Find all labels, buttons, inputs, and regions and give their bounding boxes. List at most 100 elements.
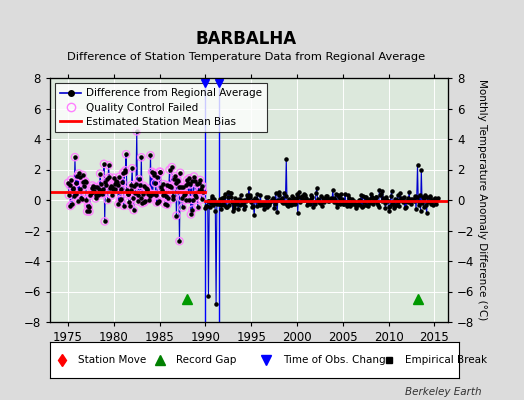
Point <box>223 194 232 200</box>
Point <box>101 179 110 185</box>
Point <box>252 196 260 202</box>
Point <box>151 180 159 186</box>
Point <box>78 196 86 202</box>
Point <box>292 196 300 202</box>
Point <box>217 205 226 212</box>
Point <box>268 195 277 201</box>
Point <box>176 238 184 244</box>
Point <box>199 188 208 195</box>
Point <box>308 194 316 200</box>
Point <box>359 203 367 210</box>
Point <box>196 177 204 183</box>
Point <box>214 200 223 206</box>
Point <box>196 186 205 192</box>
Point <box>156 169 165 175</box>
Point <box>201 204 210 211</box>
Point <box>269 196 278 203</box>
Point <box>140 199 149 206</box>
Point <box>221 191 230 198</box>
Point <box>177 184 185 190</box>
Point <box>129 207 138 213</box>
Point <box>210 196 218 202</box>
Point <box>289 200 297 207</box>
Point <box>247 199 255 205</box>
Point <box>113 179 121 185</box>
Point <box>81 179 90 185</box>
Point <box>94 192 102 198</box>
Point <box>421 192 429 199</box>
Point <box>105 174 114 180</box>
Point <box>219 200 227 207</box>
Point <box>116 197 124 204</box>
Point <box>114 182 122 189</box>
Point <box>363 197 372 204</box>
Point <box>161 201 169 207</box>
Point <box>257 200 265 206</box>
Point <box>68 201 76 207</box>
Point <box>166 166 174 173</box>
Point <box>69 184 77 191</box>
Point <box>174 178 182 184</box>
Point <box>168 164 176 170</box>
Point <box>422 202 430 208</box>
Point <box>375 187 384 194</box>
Point <box>261 201 269 208</box>
Point <box>134 192 143 198</box>
Point <box>215 200 223 207</box>
Point <box>188 206 196 213</box>
Point <box>208 192 216 199</box>
Point <box>115 174 123 180</box>
Point <box>330 198 338 205</box>
Point <box>263 204 271 210</box>
Point <box>75 186 84 192</box>
Point <box>297 194 305 200</box>
Point <box>74 170 83 177</box>
Point <box>323 194 331 201</box>
Point <box>92 192 101 199</box>
Point <box>95 186 104 192</box>
Point <box>384 204 392 210</box>
Point <box>98 191 106 197</box>
Point <box>278 194 286 201</box>
Point <box>293 210 302 217</box>
Point <box>245 194 254 200</box>
Point <box>265 200 273 206</box>
Point <box>253 191 261 198</box>
Point <box>169 192 178 199</box>
Point <box>181 197 190 203</box>
Point <box>94 191 103 197</box>
Point <box>98 191 106 197</box>
Point <box>413 162 422 168</box>
Y-axis label: Monthly Temperature Anomaly Difference (°C): Monthly Temperature Anomaly Difference (… <box>477 79 487 321</box>
Point <box>112 177 121 184</box>
Point <box>203 197 212 204</box>
Point <box>372 193 380 200</box>
Point <box>332 191 340 197</box>
Point <box>370 196 379 202</box>
Point <box>364 203 372 210</box>
Point <box>95 186 104 192</box>
Point <box>116 197 124 204</box>
Point <box>135 176 143 182</box>
Point <box>72 180 81 186</box>
Point <box>190 173 198 180</box>
Point <box>136 195 145 201</box>
Point <box>73 173 81 179</box>
Point <box>353 202 362 208</box>
Point <box>334 192 342 198</box>
Point <box>323 193 332 200</box>
Point <box>303 202 311 208</box>
Point <box>181 190 189 197</box>
Point <box>405 189 413 195</box>
Point <box>297 193 305 199</box>
Point <box>170 176 178 182</box>
Point <box>143 186 151 192</box>
Point <box>139 190 147 197</box>
Point <box>400 204 409 211</box>
Point <box>158 187 166 194</box>
Point <box>382 194 390 201</box>
Point <box>240 197 248 203</box>
Point <box>290 194 298 201</box>
Point <box>237 197 245 203</box>
Point <box>89 189 97 195</box>
